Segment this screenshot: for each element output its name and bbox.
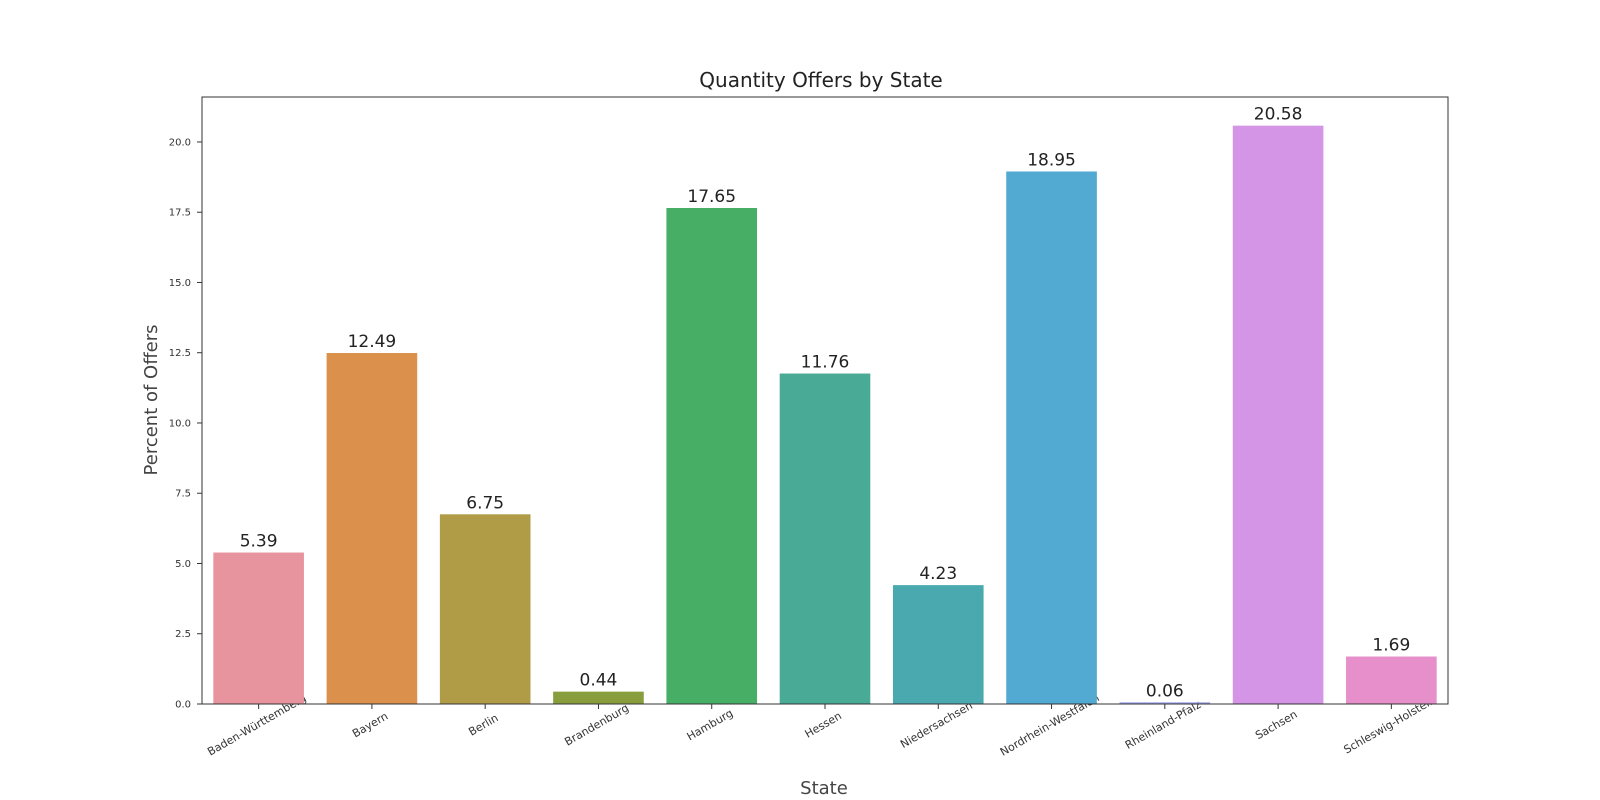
data-label: 6.75: [466, 493, 504, 513]
y-tick-label: 2.5: [175, 629, 191, 640]
chart-title: Quantity Offers by State: [699, 68, 942, 92]
value-labels-group: 5.39 12.49 6.75 0.44 17.65 11.76 4.23 18.95 0.06…: [240, 105, 1411, 702]
y-tick-label: 5.0: [175, 559, 191, 570]
y-tick-label: 12.5: [169, 348, 191, 359]
bar: [553, 691, 644, 704]
y-tick-label: 20.0: [169, 137, 191, 148]
bar: [1232, 125, 1324, 705]
y-tick-label: 17.5: [169, 208, 191, 219]
y-tick-label: 0.0: [175, 700, 191, 711]
data-label: 4.23: [919, 564, 957, 584]
x-tick-label: Bayern: [350, 710, 390, 741]
data-label: 17.65: [687, 187, 736, 207]
data-label: 0.06: [1146, 681, 1184, 701]
bar: [779, 373, 871, 704]
data-label: 0.44: [580, 671, 618, 691]
data-label: 1.69: [1372, 636, 1410, 656]
x-tick-label: Rheinland-Pfalz: [1123, 698, 1203, 752]
x-tick-label: Hamburg: [685, 707, 736, 744]
y-axis-label: Percent of Offers: [141, 325, 162, 476]
x-tick-label: Berlin: [466, 711, 500, 738]
data-label: 20.58: [1254, 105, 1303, 125]
x-axis-label: State: [800, 778, 848, 799]
data-label: 12.49: [348, 332, 397, 352]
bar: [1006, 171, 1097, 704]
x-tick-label: Brandenburg: [562, 701, 631, 748]
data-label: 5.39: [240, 532, 278, 552]
plot-frame: [201, 96, 1449, 705]
x-tick-label: Hessen: [803, 709, 844, 740]
bar: [213, 552, 304, 704]
bars-group: [213, 125, 1437, 705]
bar: [892, 585, 984, 704]
bar: [1346, 656, 1437, 704]
data-label: 18.95: [1027, 150, 1076, 170]
x-tick-label: Niedersachsen: [898, 699, 975, 751]
bar: [666, 208, 758, 704]
bar: [1119, 702, 1211, 704]
y-tick-label: 15.0: [169, 278, 191, 289]
x-tick-label: Sachsen: [1253, 708, 1300, 742]
bar: [326, 353, 418, 704]
y-tick-label: 10.0: [169, 418, 191, 429]
data-label: 11.76: [801, 353, 850, 373]
y-tick-label: 7.5: [175, 489, 191, 500]
bar: [439, 514, 531, 704]
